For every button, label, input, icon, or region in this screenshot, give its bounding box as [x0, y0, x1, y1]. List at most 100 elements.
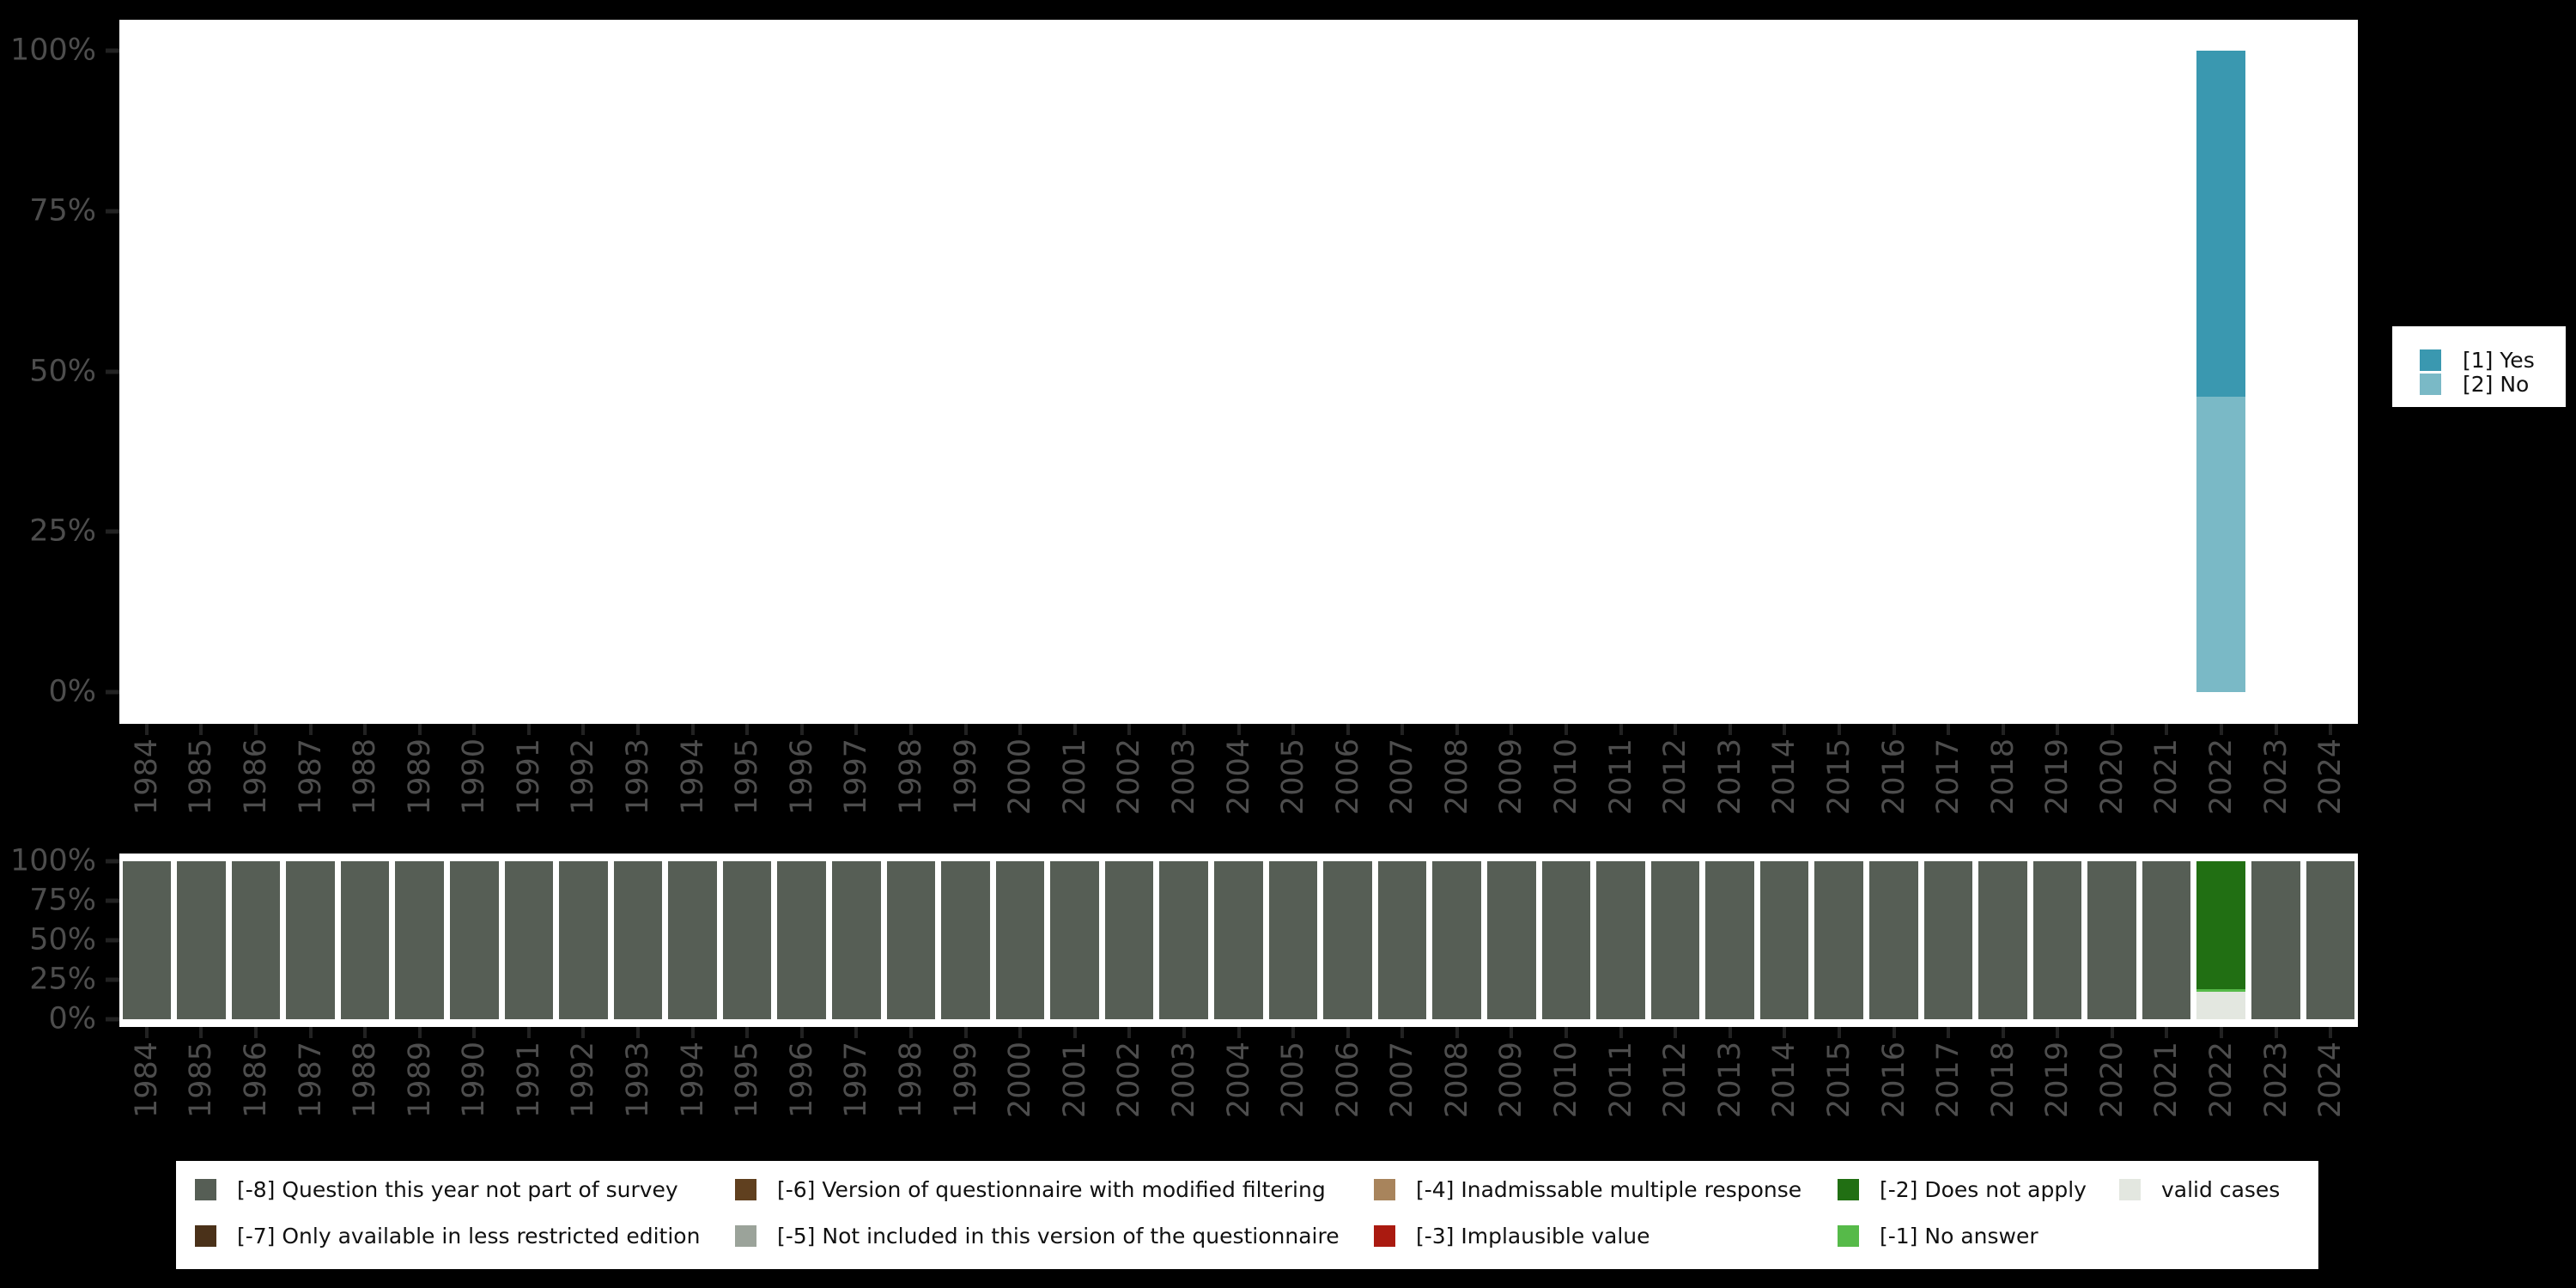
bar-slot-1996 [775, 51, 829, 692]
bar-segment [1650, 861, 1700, 1019]
x-tick [1182, 1027, 1186, 1038]
bar-slot-1990 [447, 861, 501, 1019]
x-tick [1236, 724, 1241, 735]
x-tick-label: 1996 [784, 738, 819, 816]
x-tick [2001, 1027, 2005, 1038]
x-tick [144, 724, 149, 735]
bar-segment [1050, 861, 1099, 1019]
x-tick [1127, 724, 1132, 735]
x-tick-label: 1985 [184, 738, 219, 816]
x-tick [1455, 1027, 1459, 1038]
x-tick-label: 2018 [1985, 1042, 2020, 1119]
x-tick [1837, 1027, 1841, 1038]
bar-2024 [2306, 861, 2355, 1019]
x-tick [526, 1027, 531, 1038]
x-tick-label: 2001 [1057, 738, 1092, 816]
bar-1988 [340, 861, 390, 1019]
bar-segment [395, 861, 444, 1019]
x-tick-label: 2011 [1603, 738, 1638, 816]
top-chart-y-scale: 100% 75% 50% 25% 0% [0, 35, 119, 707]
bar-slot-2001 [1048, 51, 1103, 692]
x-tick [2165, 724, 2169, 735]
bar-segment [722, 861, 772, 1019]
bar-slot-1985 [174, 861, 229, 1019]
bar-2019 [2032, 861, 2082, 1019]
bar-slot-2022 [2194, 51, 2249, 692]
x-tick [1072, 724, 1077, 735]
x-tick-label: 1997 [839, 738, 874, 816]
legend-label: [-4] Inadmissable multiple response [1416, 1177, 1802, 1202]
x-tick [1072, 1027, 1077, 1038]
bar-segment [1814, 861, 1863, 1019]
bar-1993 [613, 861, 663, 1019]
top-chart-plot-area [119, 20, 2358, 724]
bar-slot-2014 [1757, 861, 1812, 1019]
bar-2022 [2196, 51, 2246, 692]
bar-slot-2021 [2139, 861, 2194, 1019]
bar-slot-1997 [829, 861, 884, 1019]
x-tick-label: 1992 [566, 738, 601, 816]
y-tick [106, 938, 119, 943]
bar-segment [2196, 51, 2246, 398]
x-tick [690, 1027, 695, 1038]
bar-slot-2015 [1812, 51, 1867, 692]
x-tick [253, 1027, 258, 1038]
x-tick-label: 1988 [348, 1042, 383, 1119]
x-tick [199, 724, 204, 735]
bar-segment [2087, 861, 2136, 1019]
x-tick [636, 1027, 641, 1038]
x-tick [1619, 724, 1623, 735]
x-tick-label: 1989 [402, 1042, 437, 1119]
x-tick [472, 1027, 477, 1038]
x-tick [1182, 724, 1186, 735]
x-tick-label: 2024 [2313, 1042, 2348, 1119]
x-tick [1018, 724, 1023, 735]
x-tick-label: 2004 [1221, 738, 1256, 816]
x-tick-label: 1991 [511, 738, 546, 816]
bar-slot-2023 [2249, 861, 2304, 1019]
x-tick-label: 2008 [1439, 1042, 1474, 1119]
bar-slot-1996 [775, 861, 829, 1019]
x-tick-label: 2003 [1166, 1042, 1201, 1119]
y-tick [106, 1017, 119, 1022]
legend-label: [-7] Only available in less restricted e… [237, 1224, 701, 1249]
x-tick-label: 2010 [1549, 738, 1583, 816]
bar-segment [1323, 861, 1372, 1019]
legend-swatch [735, 1179, 756, 1200]
bar-2011 [1596, 861, 1645, 1019]
bar-1992 [559, 861, 608, 1019]
bar-slot-2014 [1757, 51, 1812, 692]
x-tick [2056, 1027, 2060, 1038]
bar-segment [1869, 861, 1918, 1019]
x-tick [2329, 724, 2333, 735]
bar-slot-1993 [611, 861, 665, 1019]
x-tick-label: 2009 [1494, 738, 1529, 816]
x-tick [1783, 724, 1787, 735]
x-tick [1728, 724, 1732, 735]
x-tick [2110, 724, 2114, 735]
x-tick-label: 1987 [293, 1042, 328, 1119]
x-tick [1947, 724, 1951, 735]
x-tick-label: 2003 [1166, 738, 1201, 816]
x-tick-label: 2023 [2258, 738, 2293, 816]
legend-label: [-2] Does not apply [1880, 1177, 2087, 1202]
x-tick [1892, 724, 1896, 735]
x-tick-label: 1990 [457, 738, 492, 816]
x-tick [1674, 1027, 1678, 1038]
x-tick-label: 1986 [238, 1042, 273, 1119]
bar-slot-2013 [1703, 51, 1758, 692]
bar-slot-1992 [556, 51, 611, 692]
x-tick-label: 1995 [730, 738, 765, 816]
bar-2022 [2196, 861, 2246, 1019]
bar-2016 [1869, 861, 1918, 1019]
bar-slot-1999 [939, 861, 993, 1019]
top-chart-y-axis: 100% 75% 50% 25% 0% [0, 20, 119, 724]
x-tick-label: 2021 [2149, 738, 2184, 816]
bar-segment [2032, 861, 2082, 1019]
bar-slot-1989 [392, 861, 447, 1019]
bottom-chart-bars [119, 861, 2358, 1019]
bar-slot-2011 [1594, 861, 1649, 1019]
x-tick-label: 1989 [402, 738, 437, 816]
bar-2005 [1268, 861, 1318, 1019]
legend-swatch [2420, 374, 2441, 395]
